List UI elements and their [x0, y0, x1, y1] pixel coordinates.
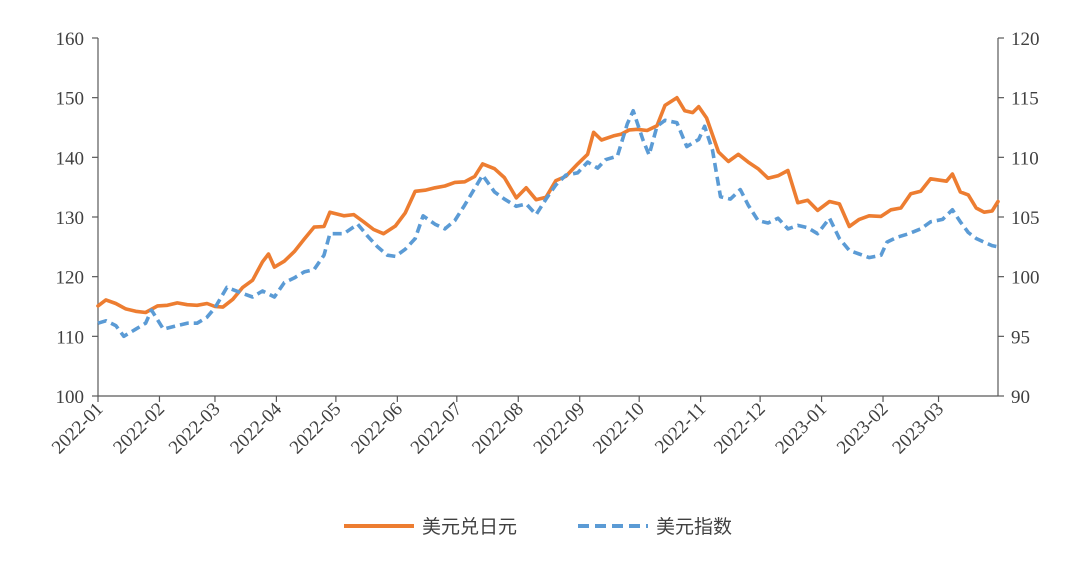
legend: 美元兑日元 美元指数 [344, 516, 732, 538]
x-tick-label: 2023-03 [888, 399, 948, 459]
right-tick-label: 105 [1011, 208, 1040, 229]
left-tick-label: 130 [56, 208, 85, 229]
right-tick-label: 100 [1011, 268, 1040, 289]
legend-label-dollar-index: 美元指数 [656, 516, 732, 538]
x-tick-label: 2022-09 [530, 399, 590, 459]
left-tick-label: 120 [56, 268, 85, 289]
left-y-axis: 100 110 120 130 140 150 160 [56, 29, 99, 408]
x-tick-label: 2022-08 [468, 399, 528, 459]
left-tick-label: 110 [56, 327, 84, 348]
left-tick-label: 150 [56, 89, 85, 110]
series-dollar-index-line [97, 109, 999, 339]
left-tick-label: 160 [56, 29, 85, 50]
x-tick-label: 2022-03 [165, 399, 225, 459]
left-tick-label: 140 [56, 148, 85, 169]
x-tick-label: 2022-02 [109, 399, 169, 459]
x-tick-label: 2023-01 [771, 399, 831, 459]
x-tick-label: 2022-05 [286, 399, 346, 459]
x-tick-label: 2022-04 [226, 398, 286, 458]
right-tick-label: 115 [1011, 89, 1039, 110]
x-tick-label: 2022-07 [407, 399, 467, 459]
legend-label-usdjpy: 美元兑日元 [422, 516, 517, 538]
right-tick-label: 120 [1011, 29, 1040, 50]
x-tick-label: 2022-12 [710, 399, 770, 459]
series-layer [96, 95, 1000, 339]
right-tick-label: 90 [1011, 387, 1030, 408]
x-tick-label: 2023-02 [833, 399, 893, 459]
left-tick-label: 100 [56, 387, 85, 408]
series-usdjpy-line [96, 95, 1000, 315]
right-tick-label: 95 [1011, 327, 1030, 348]
x-tick-label: 2022-06 [347, 399, 407, 459]
right-y-axis: 90 95 100 105 110 115 120 [997, 29, 1040, 408]
x-tick-label: 2022-11 [651, 399, 710, 458]
right-tick-label: 110 [1011, 148, 1039, 169]
x-tick-label: 2022-10 [589, 399, 649, 459]
